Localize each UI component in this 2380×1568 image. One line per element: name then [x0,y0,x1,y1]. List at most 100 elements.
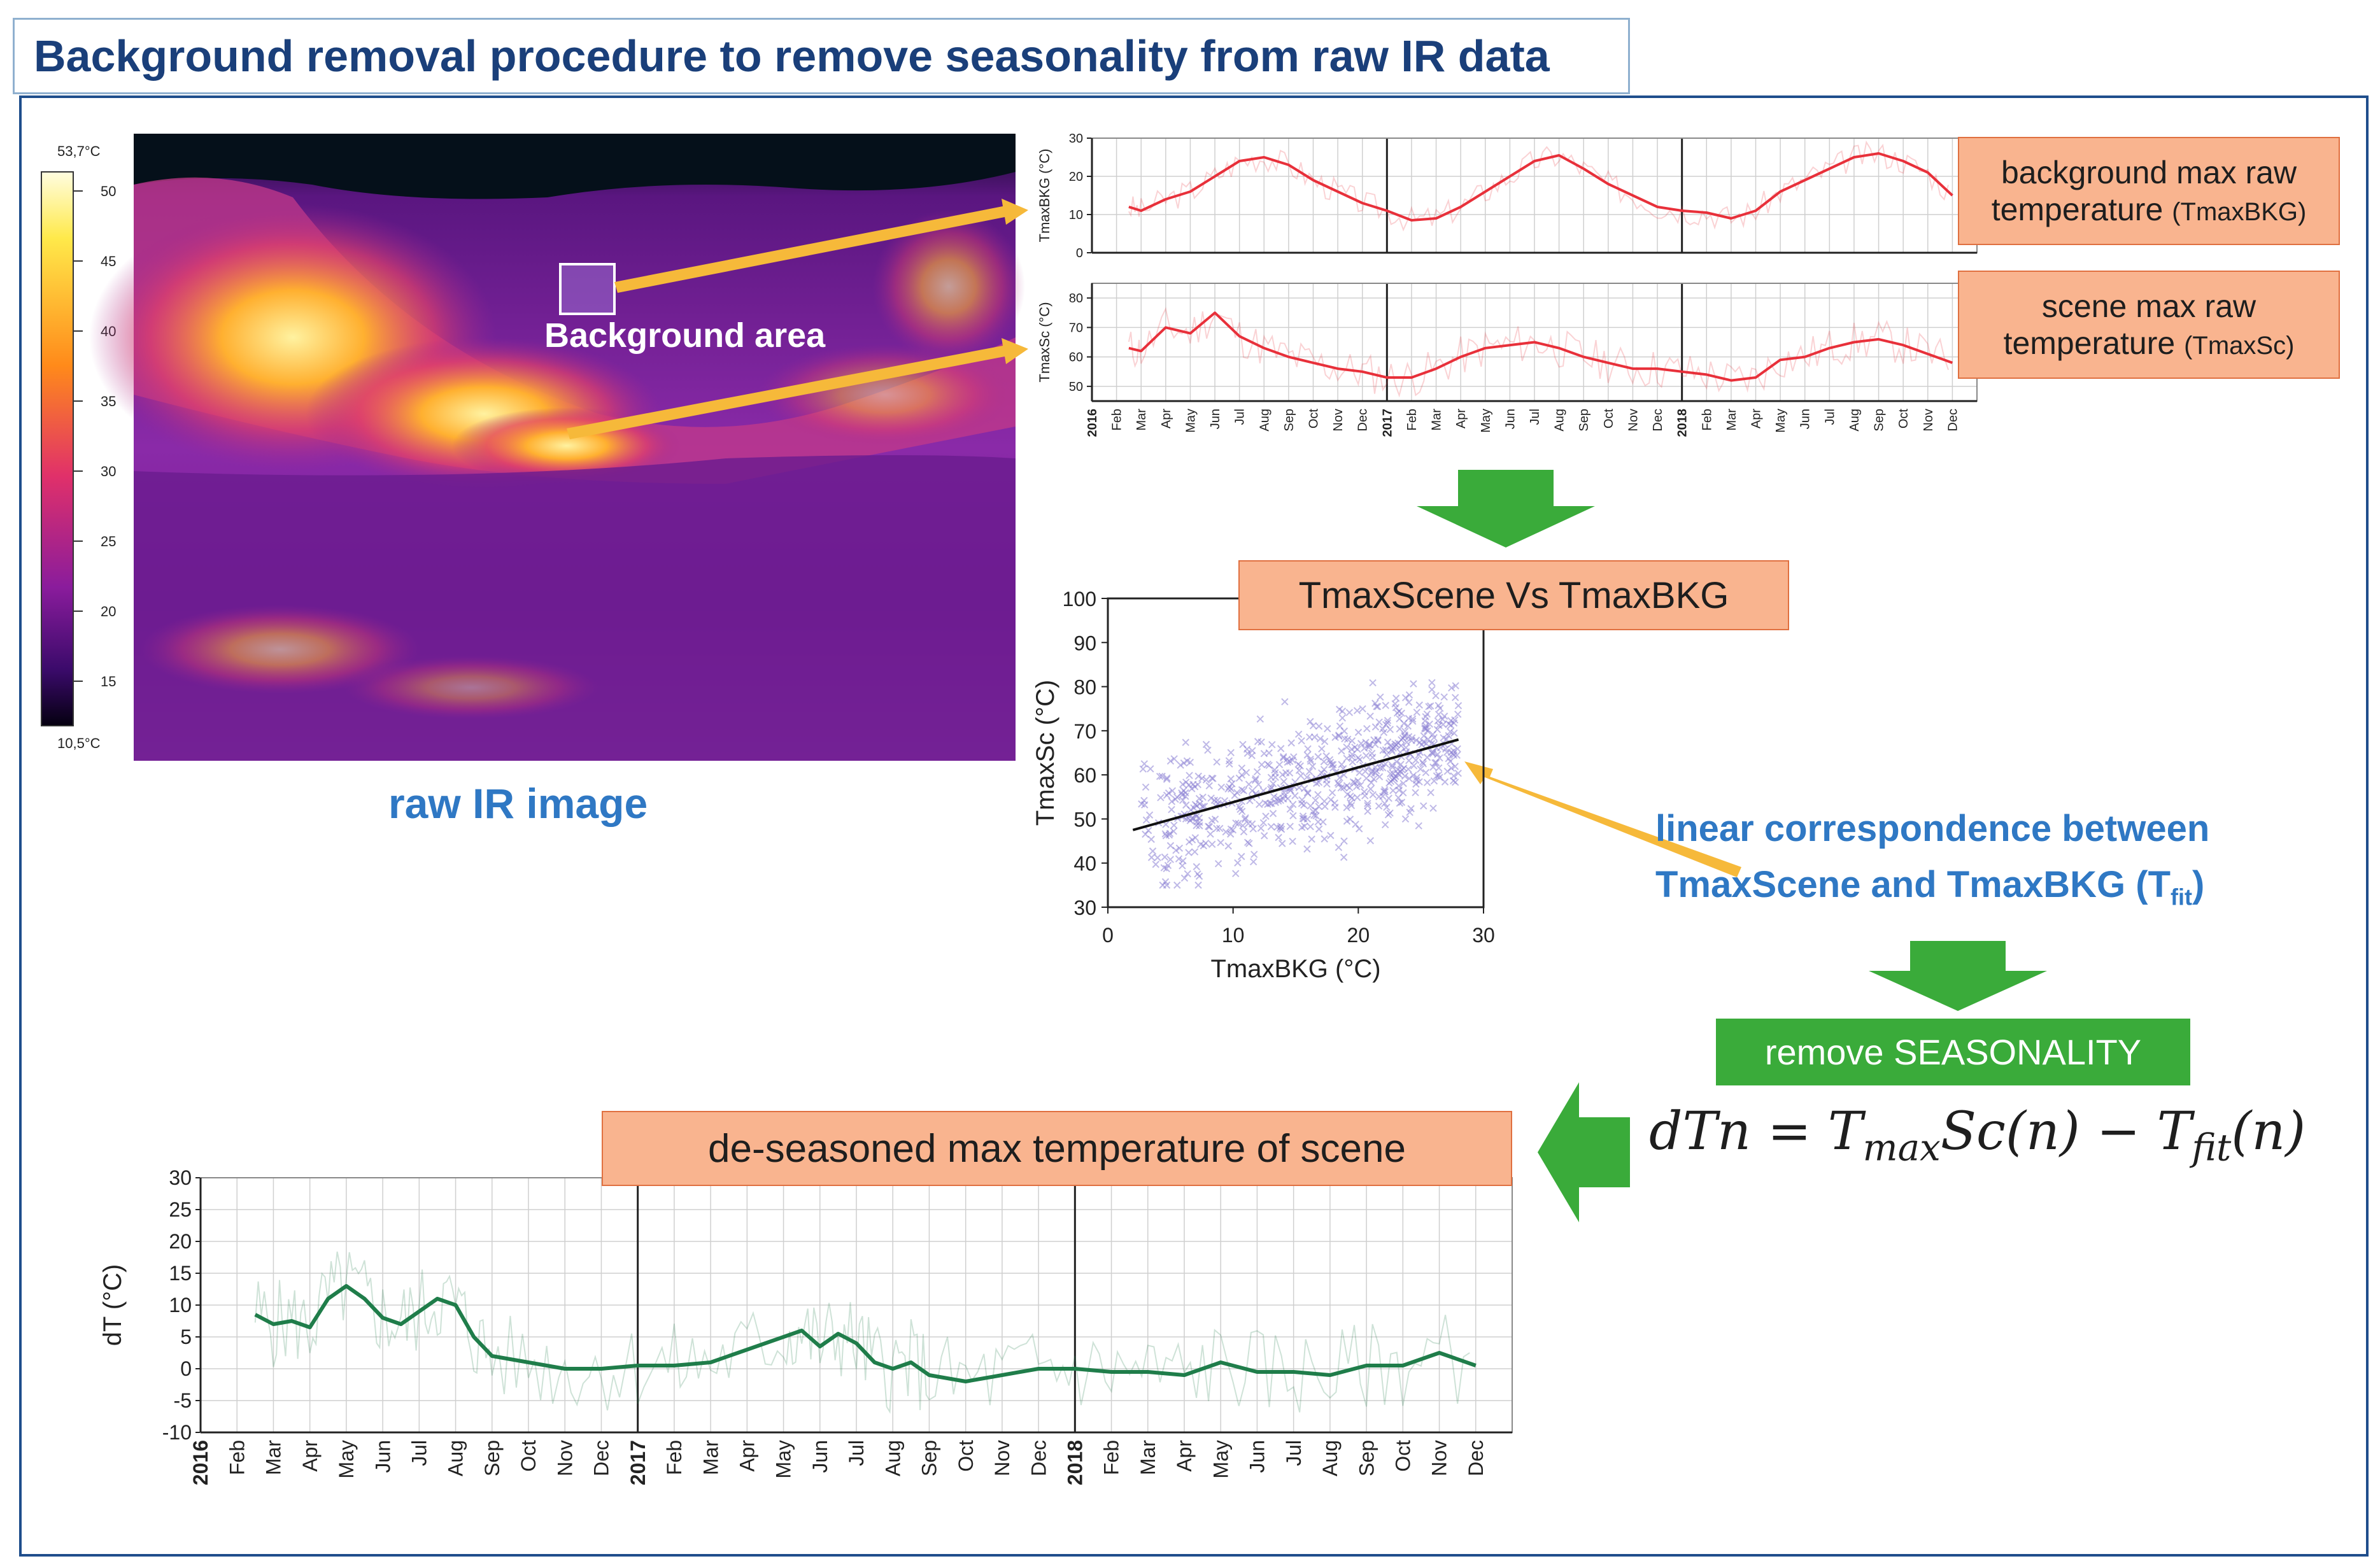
y-tick-label: 30 [169,1166,192,1189]
x-month-label: Jun [1246,1440,1269,1473]
scatter-point [1405,714,1413,723]
scatter-point [1149,847,1157,855]
scatter-point [1307,823,1314,831]
scatter-point [1239,822,1247,830]
x-month-label: Nov [1626,409,1640,432]
scatter-point [1356,825,1363,833]
scatter-point [1157,794,1165,802]
x-month-label: Aug [444,1440,467,1476]
y-tick-label: 20 [169,1230,192,1253]
scatter-point [1211,816,1219,823]
scatter-point [1235,819,1242,828]
scatter-point [1331,799,1338,807]
scatter-point [1160,864,1168,872]
scatter-point [1257,824,1265,832]
scatter-point [1284,795,1292,803]
scatter-point [1335,844,1343,851]
scatter-point [1367,779,1375,787]
scatter-point [1268,741,1276,749]
scatter-point [1429,763,1437,771]
ir-image-caption: raw IR image [388,780,648,827]
scatter-point [1407,805,1415,812]
scatter-point [1280,777,1288,786]
x-year-label: 2017 [1380,409,1394,437]
scatter-point [1308,835,1315,843]
scatter-point [1180,759,1188,767]
background-area-label: Background area [544,316,826,355]
scatter-point [1197,840,1205,849]
scatter-point [1405,775,1413,782]
scatter-point [1173,881,1181,889]
scatter-point [1307,757,1315,765]
scatter-point [1270,793,1278,801]
x-year-label: 2018 [1676,409,1690,437]
scatter-point [1434,710,1443,718]
x-month-label: Aug [1848,409,1862,432]
scatter-point [1235,803,1243,810]
scatter-point [1248,752,1256,759]
x-month-label: Jul [845,1440,868,1466]
scatter-point [1182,789,1189,797]
x-month-label: Nov [1428,1440,1451,1476]
scatter-point [1179,791,1186,799]
scatter-point [1356,768,1363,777]
scatter-point [1430,734,1438,742]
scatter-point [1430,777,1438,785]
scatter-point [1250,851,1258,858]
scatter-chart: 100 90 80 70 60 50 40 30 0 10 20 30 TmaxBKG (°C) Tmax… [1031,588,1495,983]
scatter-point [1454,769,1462,777]
scatter-point [1343,817,1351,825]
scatter-point [1175,844,1184,852]
scatter-point [1315,825,1323,833]
scatter-point [1224,842,1232,850]
x-month-label: Dec [1651,409,1665,432]
scatter-point [1163,775,1171,783]
scatter-point [1432,692,1440,700]
scatter-point [1374,737,1382,744]
formula-t1-rest: Sc(n) [1940,1101,2080,1162]
scatter-point [1318,745,1326,752]
scatter-point [1412,737,1420,744]
scatter-point [1202,776,1210,784]
scatter-point [1447,728,1454,735]
scatter-point [1193,812,1200,821]
scatter-point [1213,758,1221,766]
x-month-label: Mar [1137,1440,1159,1475]
scatter-point [1163,791,1171,799]
scatter-point [1347,799,1354,807]
x-month-label: Apr [299,1440,322,1472]
scatter-point [1387,770,1394,778]
scatter-point [1170,821,1178,830]
formula-t1: T [1827,1101,1863,1162]
scatter-point [1191,848,1199,856]
scatter-point [1334,779,1342,787]
scatter-point [1391,700,1399,708]
scatter-point [1300,815,1308,823]
x-month-label: Nov [1922,409,1936,432]
y-tick-label: 70 [1069,321,1083,335]
scatter-point [1291,792,1299,800]
scatter-point [1382,702,1389,709]
x-month-label: Apr [1173,1440,1196,1472]
x-month-label: May [772,1440,795,1478]
scatter-point [1317,769,1326,777]
x-month-label: Mar [699,1440,722,1475]
series-raw-line [1128,307,1949,398]
scatter-point [1207,794,1215,802]
scatter-point [1340,837,1348,845]
scatter-point [1282,769,1290,777]
scatter-point [1427,789,1434,796]
x-month-label: Sep [481,1440,504,1476]
scatter-point [1433,759,1440,766]
formula-eq: = [1767,1101,1811,1162]
scatter-title-box: TmaxScene Vs TmaxBKG [1238,560,1789,630]
scatter-point [1405,698,1413,706]
scatter-point [1436,754,1443,762]
scatter-point [1428,679,1436,687]
scatter-point [1379,746,1387,754]
scatter-point [1354,754,1362,761]
scatter-point [1168,806,1175,814]
scatter-point [1389,763,1396,771]
scatter-point [1281,698,1289,706]
scatter-point [1312,807,1320,814]
